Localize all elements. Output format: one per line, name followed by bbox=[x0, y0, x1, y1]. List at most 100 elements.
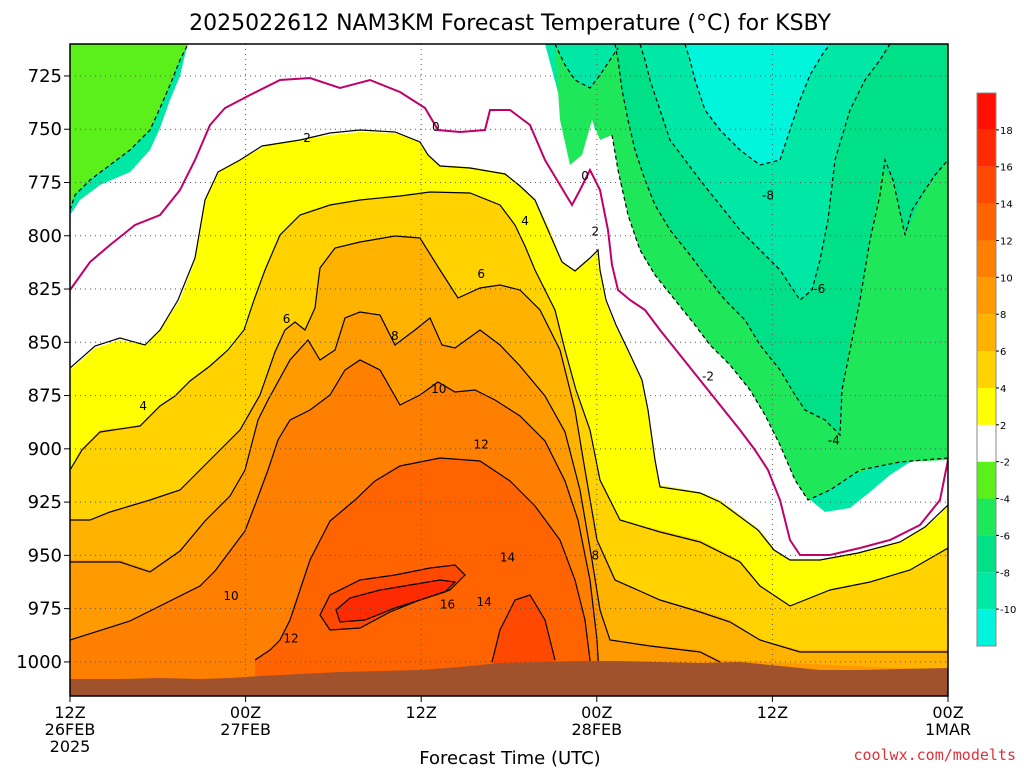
plot-frame bbox=[69, 43, 949, 697]
contour-label: 4 bbox=[521, 214, 529, 228]
colorbar-swatch bbox=[977, 498, 996, 536]
contour-label: 10 bbox=[431, 382, 446, 396]
contour-6 bbox=[70, 235, 948, 653]
y-tick-label: 875 bbox=[28, 386, 62, 407]
y-axis: 725 750 775 800 825 850 875 900 925 950 975 1000 bbox=[16, 66, 70, 673]
temperature-fill bbox=[70, 44, 948, 696]
y-tick-label: 850 bbox=[28, 332, 62, 353]
contour-label: 12 bbox=[283, 631, 298, 645]
colorbar-label: 6 bbox=[1000, 347, 1006, 358]
colorbar-frame bbox=[976, 92, 997, 647]
y-tick-label: 900 bbox=[28, 439, 62, 460]
contour-16 bbox=[335, 579, 457, 623]
colorbar-swatch bbox=[977, 314, 996, 352]
x-axis-label: Forecast Time (UTC) bbox=[419, 748, 600, 768]
fill-neg6 bbox=[640, 44, 890, 300]
x-tick-label: 00Z bbox=[230, 703, 261, 722]
colorbar-label: -8 bbox=[1000, 568, 1010, 579]
colorbar-swatch bbox=[977, 351, 996, 388]
grid-lines bbox=[70, 44, 948, 696]
x-tick-label: 12Z bbox=[757, 703, 788, 722]
contour-label: -8 bbox=[762, 188, 774, 202]
x-tick-label: 00Z bbox=[932, 703, 963, 722]
fill-left-neg bbox=[70, 44, 188, 210]
contour-14 bbox=[319, 564, 466, 631]
contour-zero bbox=[70, 76, 948, 556]
contour-label: 0 bbox=[432, 120, 440, 134]
contour-label: 16 bbox=[440, 597, 455, 611]
colorbar-label: -6 bbox=[1000, 531, 1010, 542]
terrain-ground bbox=[70, 661, 948, 696]
colorbar: -10 -8 -6 -4 -2 2 4 6 8 10 12 14 16 18 bbox=[976, 92, 1016, 647]
x-tick-label: 2025 bbox=[50, 737, 91, 756]
contour-label: 14 bbox=[476, 595, 491, 609]
contour-neg4 bbox=[614, 44, 948, 437]
x-tick-label: 28FEB bbox=[571, 720, 622, 739]
x-tick-label: 1MAR bbox=[925, 720, 971, 739]
colorbar-swatch bbox=[977, 387, 996, 425]
colorbar-swatch bbox=[977, 129, 996, 167]
contour-label: 8 bbox=[592, 548, 600, 562]
contour-2 bbox=[70, 129, 948, 561]
contour-labels: 0 0 2 2 4 4 6 6 8 8 10 10 12 12 14 14 16 -2 -4 -6 -8 bbox=[139, 120, 839, 645]
colorbar-label: 12 bbox=[1000, 236, 1013, 247]
contour-label: -4 bbox=[828, 433, 840, 447]
colorbar-swatch bbox=[977, 424, 996, 462]
y-tick-label: 750 bbox=[28, 119, 62, 140]
chart-title: 2025022612 NAM3KM Forecast Temperature (… bbox=[189, 11, 831, 36]
y-tick-label: 825 bbox=[28, 279, 62, 300]
contour-label: 0 bbox=[581, 169, 589, 183]
colorbar-label: 14 bbox=[1000, 200, 1013, 211]
contour-label: 10 bbox=[223, 589, 238, 603]
colorbar-swatch bbox=[977, 277, 996, 315]
contour-label: 14 bbox=[500, 551, 515, 565]
credit-text: coolwx.com/modelts bbox=[853, 746, 1016, 764]
colorbar-label: -10 bbox=[1000, 605, 1016, 616]
contour-label: 2 bbox=[303, 131, 311, 145]
fill-neg10 bbox=[700, 44, 820, 118]
colorbar-swatch bbox=[977, 535, 996, 573]
y-tick-label: 1000 bbox=[16, 652, 62, 673]
colorbar-label: 2 bbox=[1000, 421, 1006, 432]
y-tick-label: 950 bbox=[28, 545, 62, 566]
colorbar-label: 4 bbox=[1000, 384, 1006, 395]
colorbar-swatch bbox=[977, 166, 996, 204]
contour-10 bbox=[70, 359, 601, 691]
y-tick-label: 800 bbox=[28, 226, 62, 247]
y-tick-label: 975 bbox=[28, 599, 62, 620]
x-tick-label: 12Z bbox=[54, 703, 85, 722]
colorbar-label: -2 bbox=[1000, 458, 1010, 469]
colorbar-label: 10 bbox=[1000, 273, 1013, 284]
contour-12 bbox=[254, 457, 591, 690]
contour-label: -6 bbox=[813, 282, 825, 296]
contour-label: 6 bbox=[283, 312, 291, 326]
contour-neg2 bbox=[554, 44, 948, 501]
fill-pos16 bbox=[336, 580, 455, 622]
colorbar-label: 18 bbox=[1000, 126, 1013, 137]
x-tick-label: 12Z bbox=[406, 703, 437, 722]
colorbar-swatch bbox=[977, 240, 996, 278]
contour-label: 2 bbox=[592, 225, 600, 239]
y-tick-label: 925 bbox=[28, 492, 62, 513]
colorbar-swatch bbox=[977, 609, 996, 646]
contour-label: -2 bbox=[702, 369, 714, 383]
contour-label: 4 bbox=[139, 399, 147, 413]
colorbar-swatch bbox=[977, 203, 996, 241]
y-tick-label: 775 bbox=[28, 172, 62, 193]
fill-pos14b bbox=[492, 595, 555, 672]
colorbar-label: -4 bbox=[1000, 495, 1010, 506]
x-tick-label: 27FEB bbox=[220, 720, 271, 739]
contour-label: 8 bbox=[391, 329, 399, 343]
y-tick-label: 725 bbox=[28, 66, 62, 87]
x-tick-label: 00Z bbox=[581, 703, 612, 722]
colorbar-label: 8 bbox=[1000, 310, 1006, 321]
contour-8 bbox=[70, 311, 721, 663]
colorbar-swatch bbox=[977, 572, 996, 610]
contour-label: 12 bbox=[474, 438, 489, 452]
colorbar-label: 16 bbox=[1000, 163, 1013, 174]
contour-label: 6 bbox=[477, 267, 485, 281]
x-tick-label: 26FEB bbox=[45, 720, 96, 739]
contour-neg8 bbox=[684, 44, 831, 166]
